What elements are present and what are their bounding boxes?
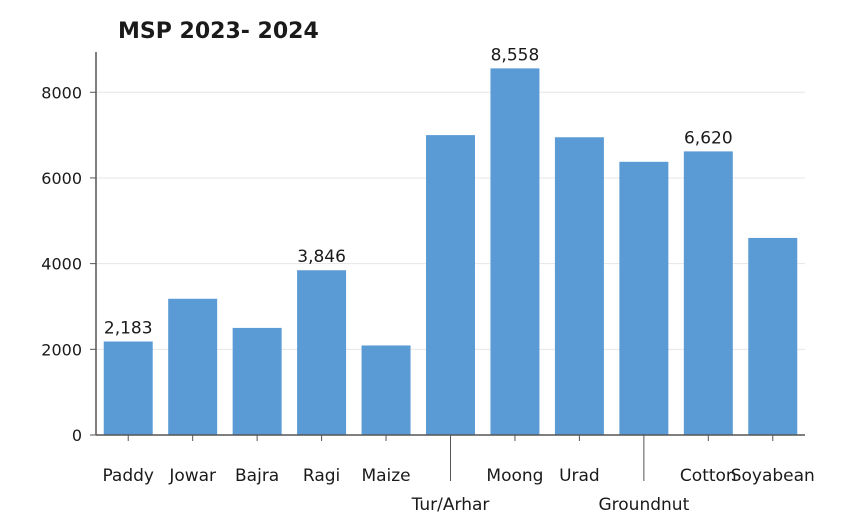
y-tick-label: 4000 <box>41 255 82 274</box>
x-tick-label: Ragi <box>303 466 340 486</box>
bar <box>748 237 798 435</box>
x-tick-label: Jowar <box>168 466 216 486</box>
bar <box>168 298 218 435</box>
data-label: 8,558 <box>491 45 540 65</box>
x-tick-label: Maize <box>361 466 410 486</box>
bars <box>103 68 798 436</box>
data-label: 2,183 <box>104 318 153 338</box>
x-tick-label: Paddy <box>102 466 154 486</box>
x-tick-label: Soyabean <box>731 466 815 486</box>
y-tick-label: 6000 <box>41 169 82 188</box>
x-tick-label: Groundnut <box>598 495 689 515</box>
bar <box>361 345 411 435</box>
chart-title: MSP 2023- 2024 <box>118 19 319 44</box>
bar <box>554 137 604 435</box>
x-tick-label: Bajra <box>235 466 279 486</box>
x-tick-label: Moong <box>486 466 543 486</box>
y-tick-label: 2000 <box>41 340 82 359</box>
bar <box>297 270 347 435</box>
x-tick-label: Tur/Arhar <box>411 495 490 515</box>
axes <box>90 52 805 481</box>
data-labels: 2,183 3,846 8,558 6,620 <box>104 45 733 338</box>
data-label: 3,846 <box>297 247 346 267</box>
bar <box>232 327 282 435</box>
x-tick-label: Cotton <box>680 466 737 486</box>
bar <box>619 161 669 435</box>
bar <box>103 341 153 435</box>
y-tick-labels: 0 2000 4000 6000 8000 <box>41 83 82 445</box>
bar <box>490 68 540 436</box>
bar <box>683 151 733 435</box>
data-label: 6,620 <box>684 128 733 148</box>
y-tick-label: 8000 <box>41 83 82 102</box>
y-tick-label: 0 <box>72 426 82 445</box>
x-tick-label: Urad <box>559 466 600 486</box>
bar <box>426 135 475 435</box>
